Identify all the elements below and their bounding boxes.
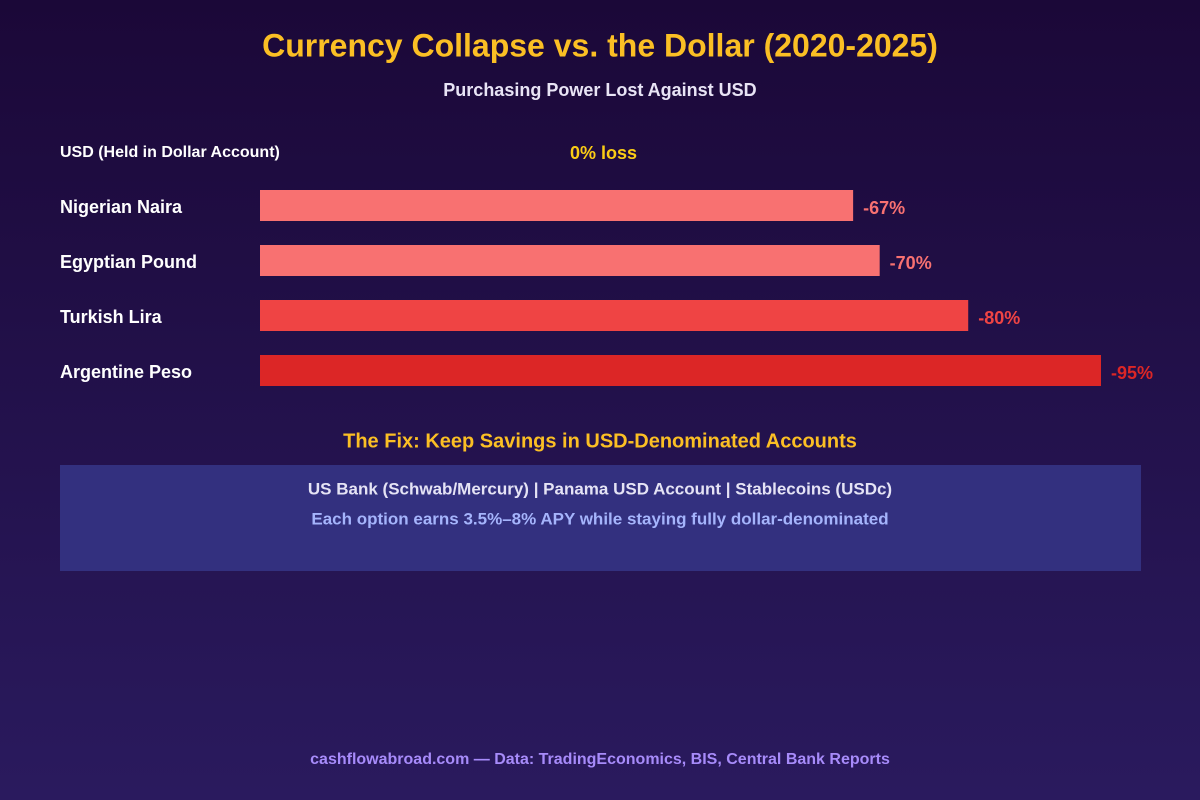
bar — [260, 245, 880, 276]
value-label: -80% — [978, 308, 1020, 328]
callout-box — [60, 465, 1141, 571]
category-label: USD (Held in Dollar Account) — [60, 144, 280, 161]
callout-title: The Fix: Keep Savings in USD-Denominated… — [343, 430, 857, 452]
callout-note: Each option earns 3.5%–8% APY while stay… — [311, 509, 888, 528]
category-label: Argentine Peso — [60, 362, 192, 382]
value-label: -70% — [890, 253, 932, 273]
chart-title: Currency Collapse vs. the Dollar (2020-2… — [262, 27, 938, 63]
footer: cashflowabroad.com — Data: TradingEconom… — [310, 751, 890, 768]
bar — [260, 355, 1101, 386]
category-label: Nigerian Naira — [60, 197, 183, 217]
callout-options: US Bank (Schwab/Mercury) | Panama USD Ac… — [308, 479, 892, 498]
value-label: -67% — [863, 198, 905, 218]
value-label: -95% — [1111, 363, 1153, 383]
bar — [260, 190, 854, 221]
value-label: 0% loss — [570, 143, 637, 163]
category-label: Turkish Lira — [60, 307, 163, 327]
category-label: Egyptian Pound — [60, 252, 197, 272]
bar — [260, 300, 969, 331]
bar-chart: USD (Held in Dollar Account) 0% loss Niger… — [60, 143, 1153, 386]
chart-subtitle: Purchasing Power Lost Against USD — [443, 80, 756, 100]
